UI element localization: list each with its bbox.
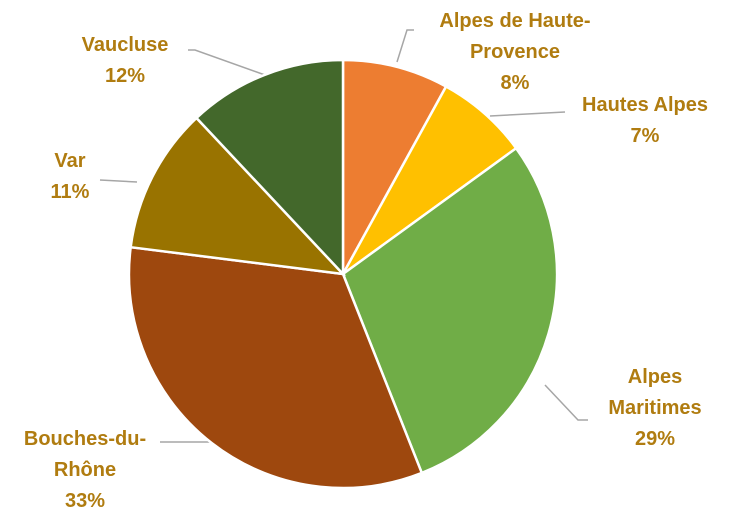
category-name: Vaucluse bbox=[81, 34, 169, 56]
leader-line bbox=[544, 384, 588, 421]
slice-label: Hautes Alpes 7% bbox=[560, 90, 730, 152]
slice bbox=[341, 58, 448, 275]
slice bbox=[129, 116, 347, 276]
value-label: 29% bbox=[634, 428, 676, 450]
leader-lines bbox=[99, 29, 588, 443]
value-label: 12% bbox=[104, 65, 146, 87]
category-name: Hautes Alpes bbox=[582, 94, 708, 116]
value-label: 7% bbox=[630, 125, 660, 147]
value-label: 8% bbox=[500, 72, 530, 94]
leader-line bbox=[99, 179, 138, 183]
category-name: Bouches-du-Rhône bbox=[23, 428, 147, 481]
slice bbox=[127, 245, 424, 490]
slice-label: Alpes Maritimes 29% bbox=[600, 362, 710, 455]
leader-line bbox=[489, 111, 566, 117]
slice bbox=[194, 58, 345, 278]
leader-line bbox=[188, 49, 266, 76]
slices bbox=[127, 58, 559, 490]
value-label: 33% bbox=[64, 490, 106, 512]
slice-label: Alpes de Haute-Provence 8% bbox=[420, 6, 610, 99]
category-name: Alpes Maritimes bbox=[608, 366, 702, 419]
slice-label: Var 11% bbox=[30, 146, 110, 208]
value-label: 11% bbox=[50, 181, 90, 203]
category-name: Var bbox=[54, 150, 86, 172]
leader-line bbox=[396, 29, 414, 63]
category-name: Alpes de Haute-Provence bbox=[439, 10, 591, 63]
slice-label: Vaucluse 12% bbox=[70, 30, 180, 92]
slice bbox=[341, 146, 559, 475]
slice-label: Bouches-du-Rhône 33% bbox=[10, 424, 160, 517]
